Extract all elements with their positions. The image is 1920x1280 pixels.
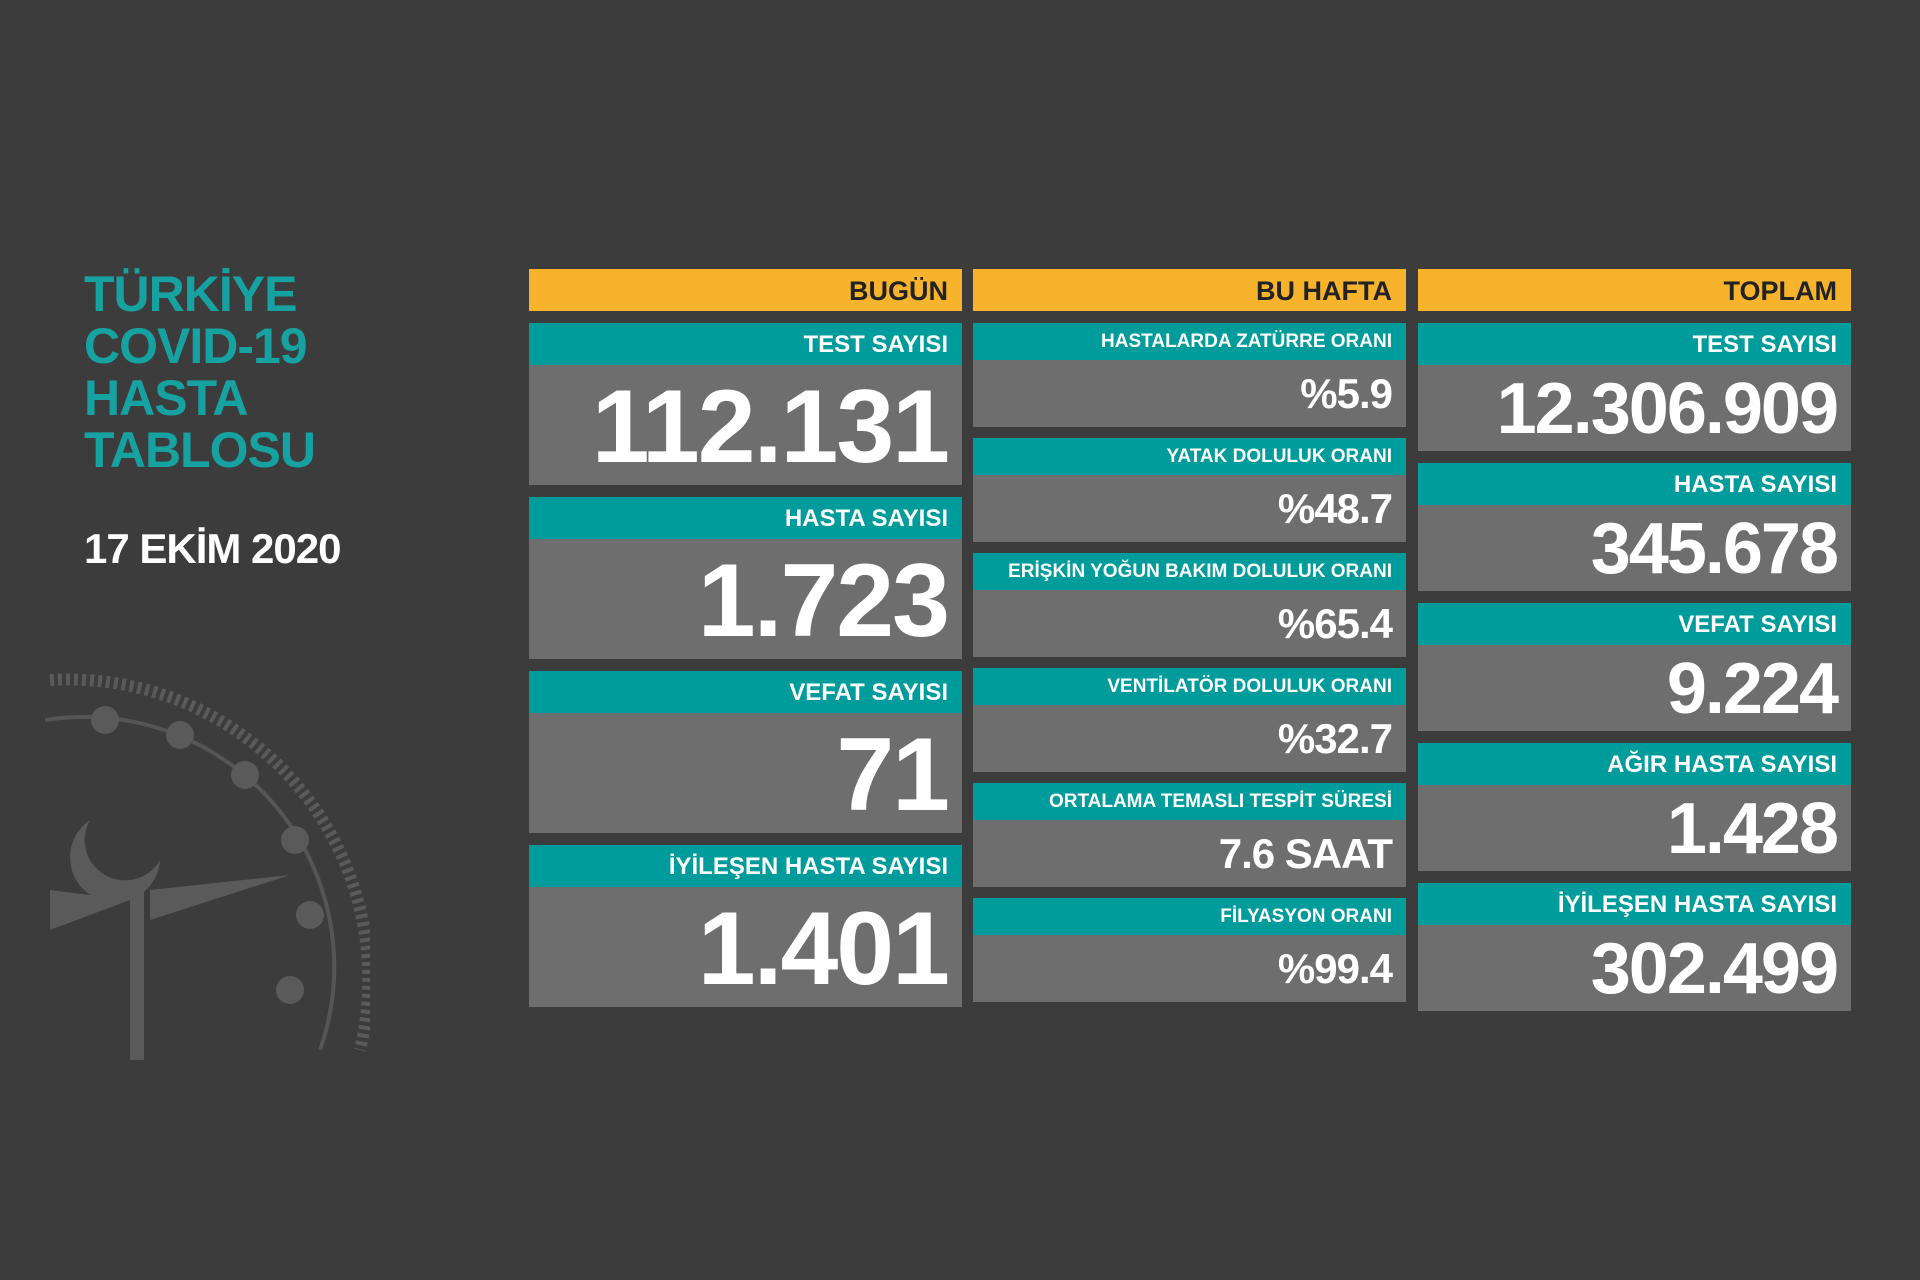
stat-label: VENTİLATÖR DOLULUK ORANI (973, 668, 1406, 705)
logo (44, 673, 370, 1060)
stat-label: AĞIR HASTA SAYISI (1418, 743, 1851, 785)
stat-value: 112.131 (529, 365, 962, 485)
title-line: COVID-19 (84, 318, 308, 374)
stat-label: VEFAT SAYISI (1418, 603, 1851, 645)
stat-value: 1.723 (529, 539, 962, 659)
title-line: TÜRKİYE (84, 266, 297, 322)
stat: AĞIR HASTA SAYISI 1.428 (1418, 743, 1851, 871)
stat: HASTA SAYISI 1.723 (529, 497, 962, 659)
title: TÜRKİYE COVID-19 HASTA TABLOSU (84, 266, 316, 478)
stat-label: YATAK DOLULUK ORANI (973, 438, 1406, 475)
stat-value: 1.401 (529, 887, 962, 1007)
stat-value: 1.428 (1418, 785, 1851, 871)
stat-value: %99.4 (973, 935, 1406, 1002)
column-header: TOPLAM (1418, 269, 1851, 311)
column-header: BUGÜN (529, 269, 962, 311)
stat-label: İYİLEŞEN HASTA SAYISI (1418, 883, 1851, 925)
stat-label: ORTALAMA TEMASLI TESPİT SÜRESİ (973, 783, 1406, 820)
stat: VENTİLATÖR DOLULUK ORANI %32.7 (973, 668, 1406, 772)
stat-label: HASTA SAYISI (529, 497, 962, 539)
title-line: TABLOSU (84, 422, 316, 478)
column: BUGÜN TEST SAYISI 112.131 HASTA SAYISI 1.723… (529, 269, 962, 1019)
stat-value: 9.224 (1418, 645, 1851, 731)
stat: VEFAT SAYISI 71 (529, 671, 962, 833)
stat: VEFAT SAYISI 9.224 (1418, 603, 1851, 731)
stat-value: %65.4 (973, 590, 1406, 657)
stat: HASTA SAYISI 345.678 (1418, 463, 1851, 591)
stat: ORTALAMA TEMASLI TESPİT SÜRESİ 7.6 SAAT (973, 783, 1406, 887)
stat: ERİŞKİN YOĞUN BAKIM DOLULUK ORANI %65.4 (973, 553, 1406, 657)
stat: YATAK DOLULUK ORANI %48.7 (973, 438, 1406, 542)
stat-value: %5.9 (973, 360, 1406, 427)
stat-value: 302.499 (1418, 925, 1851, 1011)
logo-arc (44, 714, 337, 1051)
stat: FİLYASYON ORANI %99.4 (973, 898, 1406, 1002)
stat-label: VEFAT SAYISI (529, 671, 962, 713)
stat-value: 7.6 SAAT (973, 820, 1406, 887)
date: 17 EKİM 2020 (84, 525, 341, 572)
stat: TEST SAYISI 12.306.909 (1418, 323, 1851, 451)
stat: HASTALARDA ZATÜRRE ORANI %5.9 (973, 323, 1406, 427)
column: BU HAFTA HASTALARDA ZATÜRRE ORANI %5.9 YATA… (973, 269, 1406, 1013)
stat-label: TEST SAYISI (529, 323, 962, 365)
logo-wings (50, 875, 290, 930)
stat-label: ERİŞKİN YOĞUN BAKIM DOLULUK ORANI (973, 553, 1406, 590)
logo-staff (130, 880, 144, 1060)
stat-value: 71 (529, 713, 962, 833)
stat-label: TEST SAYISI (1418, 323, 1851, 365)
stat: TEST SAYISI 112.131 (529, 323, 962, 485)
logo-crescent (70, 820, 160, 903)
stat-value: 12.306.909 (1418, 365, 1851, 451)
logo-ring (49, 673, 370, 1052)
stat-value: %48.7 (973, 475, 1406, 542)
column: TOPLAM TEST SAYISI 12.306.909 HASTA SAYISI 3… (1418, 269, 1851, 1023)
stat-value: %32.7 (973, 705, 1406, 772)
logo-stars (91, 706, 324, 1004)
stat: İYİLEŞEN HASTA SAYISI 302.499 (1418, 883, 1851, 1011)
stat: İYİLEŞEN HASTA SAYISI 1.401 (529, 845, 962, 1007)
title-line: HASTA (84, 370, 249, 426)
stat-label: FİLYASYON ORANI (973, 898, 1406, 935)
stat-label: İYİLEŞEN HASTA SAYISI (529, 845, 962, 887)
stat-label: HASTA SAYISI (1418, 463, 1851, 505)
column-header: BU HAFTA (973, 269, 1406, 311)
stat-value: 345.678 (1418, 505, 1851, 591)
stat-label: HASTALARDA ZATÜRRE ORANI (973, 323, 1406, 360)
